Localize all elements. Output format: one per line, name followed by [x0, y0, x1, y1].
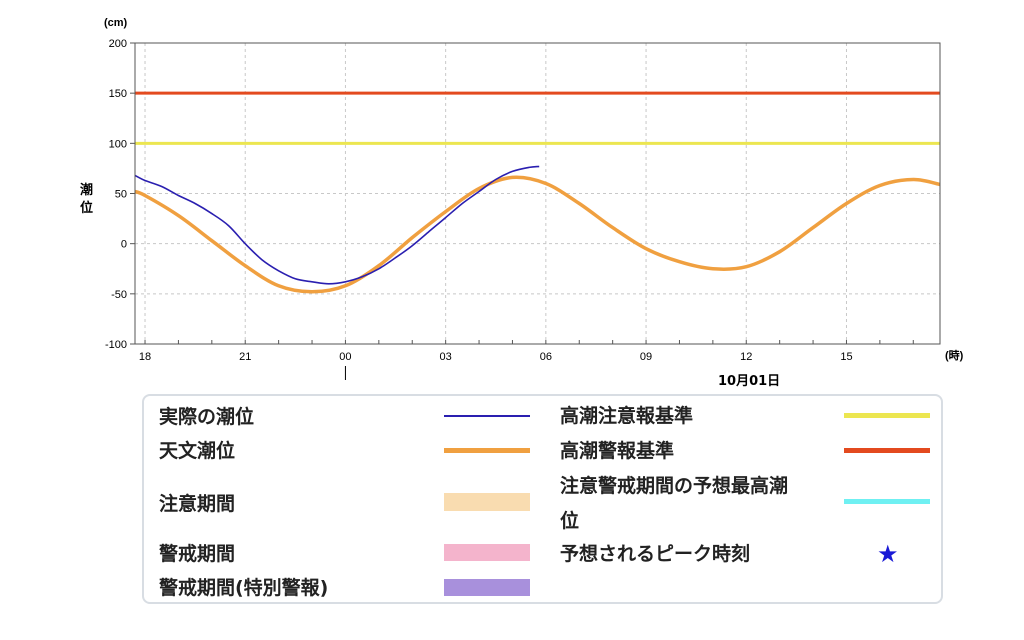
y-tick-label: 0 — [121, 239, 127, 251]
x-tick-label: 15 — [840, 351, 852, 363]
y-tick-label: -50 — [111, 289, 127, 301]
legend-label-actual: 実際の潮位 — [159, 406, 255, 428]
legend-label-predicted-max-tide: 注意警戒期間の予想最高潮 — [560, 475, 789, 497]
series-lines — [134, 165, 941, 294]
x-tick-label: 09 — [640, 351, 652, 363]
axes: 200 150 100 50 0 -50 -100 18 21 00 03 06 09 12 15 — [105, 38, 914, 380]
grid-lines — [135, 42, 940, 345]
x-tick-label: 21 — [239, 351, 251, 363]
legend: 実際の潮位 天文潮位 注意期間 警戒期間 警戒期間(特別警報) 高潮注意報基準 … — [142, 394, 943, 604]
astronomical-tide-line — [134, 175, 941, 294]
legend-swatch-predicted-max-tide — [844, 499, 930, 504]
y-unit: (cm) — [104, 17, 128, 29]
x-tick-label: 06 — [540, 351, 552, 363]
legend-label-storm-surge-advisory: 高潮注意報基準 — [560, 405, 694, 427]
y-tick-label: -100 — [105, 339, 127, 351]
legend-label-caution-period: 注意期間 — [159, 493, 236, 515]
legend-label-astronomical: 天文潮位 — [159, 440, 236, 462]
tide-chart: 200 150 100 50 0 -50 -100 18 21 00 03 06 09 12 15 (cm)… — [80, 17, 964, 389]
legend-swatch-storm-surge-advisory — [844, 413, 930, 418]
legend-label-special-warning-period: 警戒期間(特別警報) — [159, 577, 329, 599]
y-tick-label: 100 — [109, 138, 127, 150]
x-tick-label: 12 — [740, 351, 752, 363]
legend-label-storm-surge-warning: 高潮警報基準 — [560, 440, 675, 462]
star-icon: ★ — [877, 540, 899, 568]
threshold-lines — [135, 91, 940, 145]
legend-label-predicted-max-tide-line2: 位 — [560, 510, 580, 532]
legend-swatch-special-warning-period — [444, 579, 530, 596]
legend-swatch-astronomical — [444, 448, 530, 453]
x-tick-label: 18 — [139, 351, 151, 363]
y-tick-label: 200 — [109, 38, 127, 50]
y-axis-label-1: 潮 — [80, 182, 93, 198]
legend-swatch-storm-surge-warning — [844, 448, 930, 453]
legend-swatch-actual — [444, 415, 530, 417]
x-tick-label: 03 — [440, 351, 452, 363]
date-label: 10月01日 — [718, 374, 780, 389]
y-axis-label-2: 位 — [80, 200, 93, 216]
y-tick-label: 150 — [109, 88, 127, 100]
y-tick-label: 50 — [115, 189, 127, 201]
x-tick-label: 00 — [339, 351, 351, 363]
legend-swatch-warning-period — [444, 544, 530, 561]
legend-swatch-caution-period — [444, 493, 530, 511]
legend-label-warning-period: 警戒期間 — [159, 543, 236, 565]
observed-tide-line — [134, 165, 540, 285]
legend-label-predicted-peak-time: 予想されるピーク時刻 — [560, 543, 751, 565]
x-unit: (時) — [945, 348, 964, 362]
